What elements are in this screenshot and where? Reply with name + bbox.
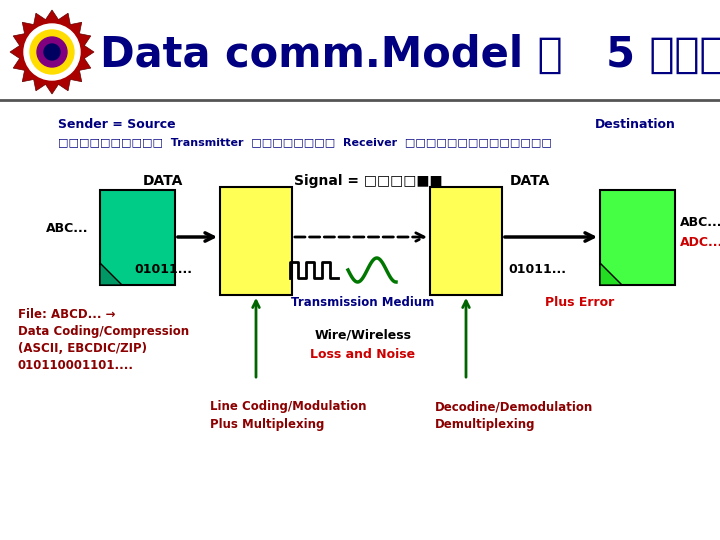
Text: Decodine/Demodulation: Decodine/Demodulation — [435, 400, 593, 413]
Polygon shape — [600, 263, 622, 285]
Text: Sender = Source: Sender = Source — [58, 118, 176, 131]
Text: □□□□□□□□□□  Transmitter  □□□□□□□□  Receiver  □□□□□□□□□□□□□□: □□□□□□□□□□ Transmitter □□□□□□□□ Receiver… — [58, 137, 552, 147]
Text: File: ABCD... →: File: ABCD... → — [18, 308, 115, 321]
Text: Wire/Wireless: Wire/Wireless — [315, 328, 412, 341]
Text: Plus Multiplexing: Plus Multiplexing — [210, 418, 325, 431]
Text: Data comm.Model ม   5 สวน: Data comm.Model ม 5 สวน — [100, 34, 720, 76]
Text: Data Coding/Compression: Data Coding/Compression — [18, 325, 189, 338]
Text: 01011...: 01011... — [134, 263, 192, 276]
Circle shape — [30, 30, 74, 74]
Text: (ASCII, EBCDIC/ZIP): (ASCII, EBCDIC/ZIP) — [18, 342, 147, 355]
Polygon shape — [100, 263, 122, 285]
Bar — [100, 190, 175, 285]
Text: Loss and Noise: Loss and Noise — [310, 348, 415, 361]
Text: Transmission Medium: Transmission Medium — [292, 296, 435, 309]
Circle shape — [24, 24, 80, 80]
Text: ABC...: ABC... — [45, 221, 88, 234]
Text: DATA: DATA — [143, 174, 183, 188]
Bar — [600, 190, 675, 285]
Bar — [430, 187, 502, 295]
Text: ABC...: ABC... — [680, 215, 720, 228]
Polygon shape — [10, 10, 94, 94]
Text: Plus Error: Plus Error — [545, 296, 614, 309]
Circle shape — [37, 37, 67, 67]
Circle shape — [44, 44, 60, 60]
Text: DATA: DATA — [510, 174, 550, 188]
Bar — [220, 187, 292, 295]
Text: Signal = □□□□■■: Signal = □□□□■■ — [294, 174, 442, 188]
Text: ADC...: ADC... — [680, 235, 720, 248]
Text: Demultiplexing: Demultiplexing — [435, 418, 536, 431]
Text: 01011...: 01011... — [508, 263, 566, 276]
Text: Line Coding/Modulation: Line Coding/Modulation — [210, 400, 366, 413]
Text: 010110001101....: 010110001101.... — [18, 359, 134, 372]
Text: Destination: Destination — [595, 118, 676, 131]
